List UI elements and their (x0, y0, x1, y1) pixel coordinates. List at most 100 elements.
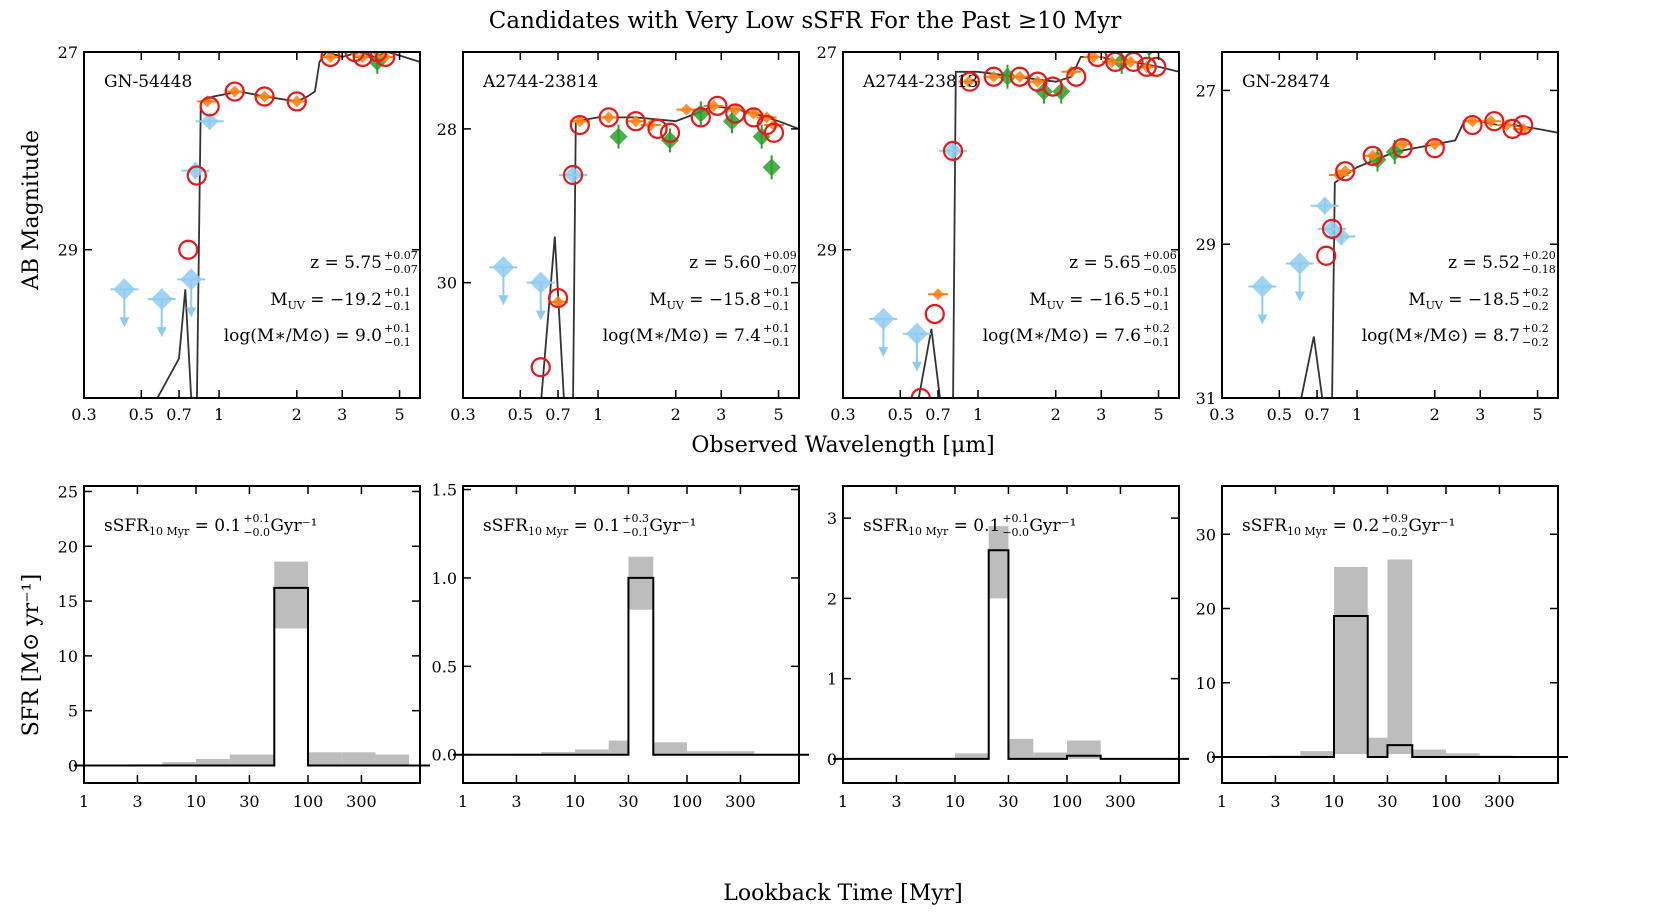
sfh-uncertainty-bar (1033, 752, 1067, 759)
redshift-annotation: z = 5.52 (1448, 253, 1520, 273)
ssfr-subscript: 10 Myr (908, 525, 949, 538)
hst-upper-limit-marker (905, 322, 928, 345)
sfh-uncertainty-bar (1367, 737, 1388, 758)
sfh-y-tick-label: 20 (1196, 600, 1216, 619)
ssfr-upper-error: +0.9 (1381, 512, 1408, 525)
sed-x-tick-label: 3 (1096, 405, 1106, 424)
sfh-x-tick-label: 30 (239, 792, 259, 811)
mass-value: 7.6 (1114, 326, 1141, 346)
sfh-uncertainty-bar (653, 742, 687, 755)
sfh-axes-frame (462, 485, 800, 784)
hst-limit-arrow-head (156, 327, 167, 338)
sfh-uncertainty-bar (375, 754, 410, 766)
sfh-panel-a2744-23814: 1 3 10 30 100 300 0.0 0.5 1.0 1.5 sSFR10 Myr = 0.1… (432, 481, 809, 811)
sed-y-tick-label: 29 (58, 241, 78, 260)
ssfr-value: 0.2 (1352, 516, 1379, 536)
sfh-y-tick-label: 0 (1206, 748, 1216, 767)
sfh-y-tick-label: 15 (58, 592, 78, 611)
redshift-lower-error: −0.07 (384, 263, 418, 276)
ssfr-subscript: 10 Myr (1287, 525, 1328, 538)
model-photometry-marker (1513, 114, 1534, 136)
model-photometry-marker (910, 387, 931, 398)
ssfr-upper-error: +0.3 (622, 512, 649, 525)
sed-y-tick-label: 29 (1196, 235, 1216, 254)
muv-lower-error: −0.1 (763, 300, 790, 313)
sfh-y-tick-label: 0 (68, 756, 78, 775)
sfh-x-tick-label: 10 (945, 792, 965, 811)
hst-limit-arrow-head (535, 310, 546, 321)
sfh-uncertainty-bar (988, 526, 1009, 599)
sfh-uncertainty-bar (955, 753, 989, 759)
model-photometry-marker (1087, 52, 1108, 68)
ssfr-annotation: sSFR10 Myr = 0.1 (863, 516, 1000, 538)
ssfr-annotation: sSFR10 Myr = 0.1 (104, 516, 241, 538)
hst-upper-limit-marker (872, 307, 895, 330)
model-photometry-marker (942, 140, 964, 161)
model-photometry-marker (959, 71, 980, 92)
sfh-axes-frame (1221, 485, 1559, 784)
model-photometry-marker (569, 114, 590, 136)
model-photometry-marker (1321, 218, 1343, 239)
mass-lower-error: −0.2 (1522, 336, 1549, 349)
nircam-photometry-marker (258, 90, 271, 103)
sed-x-tick-label: 2 (1430, 405, 1440, 424)
sfh-panel-a2744-23813: 1 3 10 30 100 300 0 1 2 3 sSFR10 Myr = 0.1 +0.1−0.0… (827, 485, 1189, 811)
sfh-uncertainty-bar (720, 751, 755, 755)
sed-x-tick-label: 0.7 (925, 405, 950, 424)
sfh-median-line (453, 576, 809, 756)
sfh-axes-frame (842, 485, 1180, 784)
model-photometry-marker (254, 86, 275, 107)
hst-upper-limit-marker (180, 268, 203, 291)
sed-x-tick-label: 5 (773, 405, 783, 424)
sfh-uncertainty-bar (1067, 740, 1101, 759)
sfh-x-tick-label: 300 (1484, 792, 1515, 811)
muv-subscript: UV (1047, 299, 1065, 312)
sfh-x-tick-label: 3 (1270, 792, 1280, 811)
hst-limit-arrow-head (186, 307, 197, 318)
muv-prefix: M (649, 290, 666, 310)
model-photometry-marker (1484, 111, 1505, 132)
model-photometry-marker (375, 52, 396, 68)
sed-axes-frame (842, 51, 1180, 399)
sed-x-tick-label: 5 (1153, 405, 1163, 424)
model-photometry-marker (286, 91, 307, 112)
medium-band-marker (609, 127, 628, 146)
sfh-uncertainty-bar (162, 762, 196, 766)
mass-upper-error: +0.2 (1143, 322, 1170, 335)
sfh-y-tick-label: 10 (1196, 674, 1216, 693)
sfh-x-tick-label: 100 (672, 792, 703, 811)
model-photometry-marker (547, 287, 569, 309)
ssfr-lower-error: −0.0 (1002, 526, 1029, 539)
mass-annotation: log(M∗/M⊙) = 8.7 (1362, 326, 1520, 346)
ssfr-upper-error: +0.1 (243, 512, 270, 525)
ssfr-prefix: sSFR (483, 516, 529, 536)
sfh-median-line (1212, 614, 1568, 759)
sed-plot-area (110, 52, 420, 398)
sed-y-tick-label: 29 (817, 241, 837, 260)
sed-x-tick-label: 2 (292, 405, 302, 424)
ssfr-unit: Gyr⁻¹ (270, 516, 317, 536)
muv-equals: = (305, 290, 330, 310)
nircam-photometry-marker (1466, 115, 1479, 128)
medium-band-marker (661, 131, 680, 150)
model-photometry-marker (1502, 118, 1523, 139)
model-photometry-marker (707, 95, 728, 116)
sed-x-tick-label: 0.3 (450, 405, 475, 424)
sfh-y-tick-label: 3 (827, 509, 837, 528)
model-photometry-marker (690, 107, 711, 128)
nircam-photometry-marker (1428, 138, 1441, 151)
ssfr-equals: = (189, 516, 214, 536)
object-name-label: A2744-23813 (862, 72, 978, 92)
ssfr-lower-error: −0.0 (243, 526, 270, 539)
mass-value: 9.0 (355, 326, 382, 346)
muv-annotation: MUV = −19.2 (270, 290, 382, 312)
muv-annotation: MUV = −16.5 (1029, 290, 1141, 312)
sfh-x-tick-label: 10 (186, 792, 206, 811)
sed-x-tick-label: 3 (337, 405, 347, 424)
sed-x-tick-label: 0.5 (129, 405, 154, 424)
nircam-photometry-marker (552, 295, 565, 308)
redshift-annotation: z = 5.60 (689, 253, 761, 273)
sfh-uncertainty-bar (1387, 559, 1413, 755)
sfh-y-tick-label: 0.0 (432, 746, 457, 765)
redshift-prefix: z = (1069, 253, 1103, 273)
